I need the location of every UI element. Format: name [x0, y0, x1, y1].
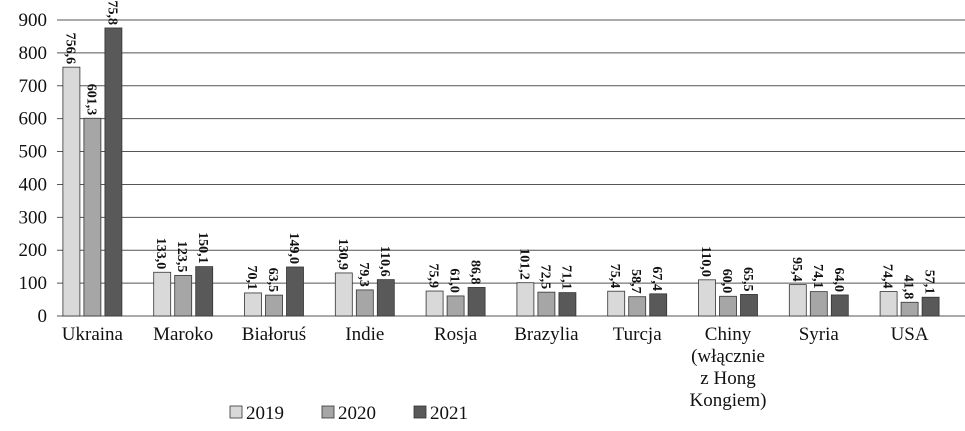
- x-tick-label: Syria: [799, 324, 840, 345]
- bar: [537, 291, 556, 317]
- bar: [62, 66, 81, 317]
- x-tick-label: Indie: [345, 324, 384, 345]
- y-tick-label: 400: [19, 174, 48, 195]
- y-tick-label: 900: [19, 10, 48, 31]
- bar: [516, 282, 535, 317]
- y-tick-label: 500: [19, 142, 48, 163]
- bar: [900, 301, 919, 317]
- value-label: 149,0: [286, 232, 301, 264]
- bar: [446, 295, 465, 317]
- bar: [558, 292, 577, 317]
- bar: [879, 291, 898, 317]
- value-label: 65,5: [740, 267, 755, 292]
- bar: [467, 287, 486, 317]
- bar: [607, 290, 626, 317]
- bar: [355, 289, 374, 317]
- bar: [153, 271, 172, 317]
- y-tick-label: 300: [19, 207, 48, 228]
- legend-label: 2019: [246, 403, 284, 424]
- bar: [244, 292, 262, 317]
- bar: [628, 296, 647, 317]
- value-label: 63,5: [265, 268, 280, 293]
- x-tick-label: Maroko: [153, 324, 213, 345]
- value-label: 86,8: [468, 260, 483, 285]
- bar: [104, 27, 123, 317]
- value-label: 110,0: [698, 246, 713, 277]
- bar: [425, 290, 444, 317]
- y-tick-label: 200: [19, 240, 48, 261]
- bar: [921, 296, 940, 317]
- bar: [334, 272, 353, 317]
- legend-swatch: [321, 405, 335, 419]
- y-tick-label: 600: [19, 109, 48, 130]
- bar: [286, 266, 304, 317]
- value-label: 71,1: [558, 265, 573, 290]
- y-tick-label: 100: [19, 273, 48, 294]
- bar: [788, 284, 807, 317]
- value-label: 60,0: [719, 269, 734, 294]
- bar: [265, 294, 283, 317]
- bar: [719, 295, 737, 317]
- value-label: 64,0: [831, 267, 846, 292]
- x-tick-label: Brazylia: [514, 324, 579, 345]
- value-label: 57,1: [922, 270, 937, 295]
- value-label: 875,8: [104, 0, 119, 25]
- value-label: 130,9: [335, 238, 350, 270]
- bar: [376, 279, 395, 317]
- bar: [698, 279, 716, 317]
- legend-label: 2021: [430, 403, 468, 424]
- value-label: 756,6: [62, 33, 77, 65]
- x-tick-label: Chiny (włącznie z Hong Kongiem): [689, 324, 766, 411]
- y-tick-label: 700: [19, 76, 48, 97]
- bar: [649, 293, 668, 317]
- value-label: 133,0: [153, 238, 168, 270]
- bar: [174, 274, 193, 317]
- legend-swatch: [413, 405, 427, 419]
- bar: [740, 294, 758, 317]
- value-label: 70,1: [244, 265, 259, 290]
- value-label: 41,8: [901, 275, 916, 300]
- x-tick-label: Turcja: [613, 324, 662, 345]
- value-label: 61,0: [447, 268, 462, 293]
- value-label: 58,7: [628, 269, 643, 294]
- bar: [830, 294, 849, 317]
- value-label: 75,9: [426, 264, 441, 289]
- value-label: 110,6: [377, 246, 392, 277]
- x-tick-label: Białoruś: [242, 324, 306, 345]
- value-label: 79,3: [356, 262, 371, 287]
- value-label: 75,4: [607, 264, 622, 289]
- value-label: 150,1: [195, 232, 210, 264]
- value-label: 123,5: [174, 241, 189, 273]
- bar: [809, 291, 828, 317]
- y-tick-label: 800: [19, 43, 48, 64]
- legend-swatch: [229, 405, 243, 419]
- x-tick-label: Ukraina: [62, 324, 124, 345]
- value-label: 95,4: [789, 257, 804, 282]
- value-label: 601,3: [83, 84, 98, 116]
- value-label: 72,5: [537, 265, 552, 290]
- legend-label: 2020: [338, 403, 376, 424]
- bar: [195, 266, 214, 317]
- value-label: 67,4: [649, 266, 664, 291]
- x-tick-label: USA: [891, 324, 929, 345]
- value-label: 101,2: [516, 248, 531, 280]
- x-tick-label: Rosja: [434, 324, 478, 345]
- value-label: 74,1: [810, 264, 825, 289]
- bar: [83, 117, 102, 317]
- y-tick-label: 0: [38, 306, 48, 327]
- value-label: 74,4: [880, 264, 895, 289]
